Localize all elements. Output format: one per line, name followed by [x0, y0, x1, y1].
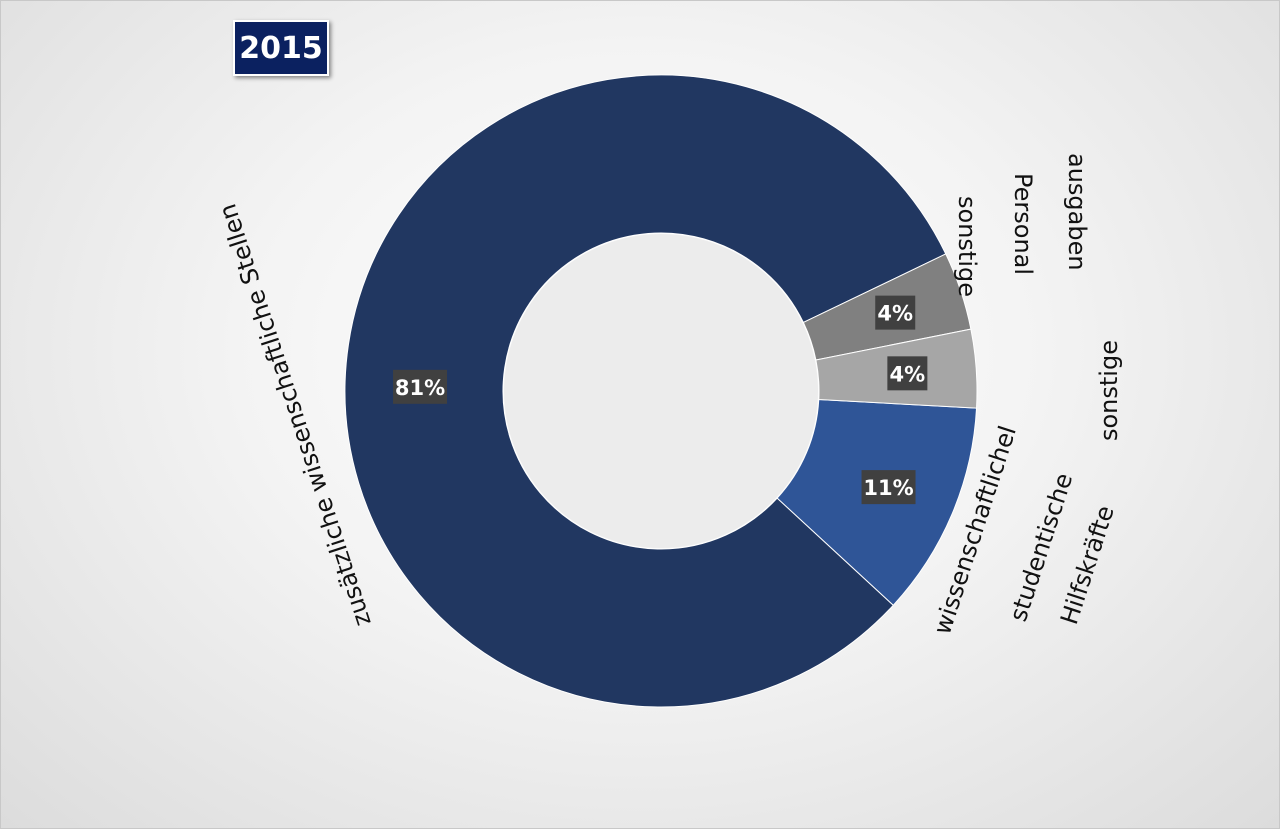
category-label-line: Personal: [1009, 173, 1037, 275]
category-label-line: ausgaben: [1063, 153, 1091, 271]
data-label: 4%: [887, 356, 928, 391]
data-label-text: 4%: [890, 362, 926, 386]
chart-title: 2015: [233, 20, 329, 76]
data-label: 81%: [393, 369, 448, 404]
data-label-text: 4%: [877, 302, 913, 326]
data-label-box: [393, 369, 448, 404]
data-label-box: [875, 295, 916, 330]
category-label-sonstige: sonstige: [1095, 340, 1123, 441]
data-label-text: 81%: [395, 376, 445, 400]
data-label: 4%: [875, 295, 916, 330]
data-label-text: 11%: [863, 476, 913, 500]
data-label-box: [861, 470, 916, 505]
category-label-line: sonstige: [953, 196, 981, 297]
category-label-line: Hilfskräfte: [1055, 502, 1120, 628]
donut-hole: [504, 234, 818, 548]
donut-slice: [344, 74, 947, 708]
data-label: 11%: [861, 470, 916, 505]
data-label-box: [887, 356, 928, 391]
category-label-sonstige-personalausgaben: sonstige Personal ausgaben: [953, 153, 1091, 297]
